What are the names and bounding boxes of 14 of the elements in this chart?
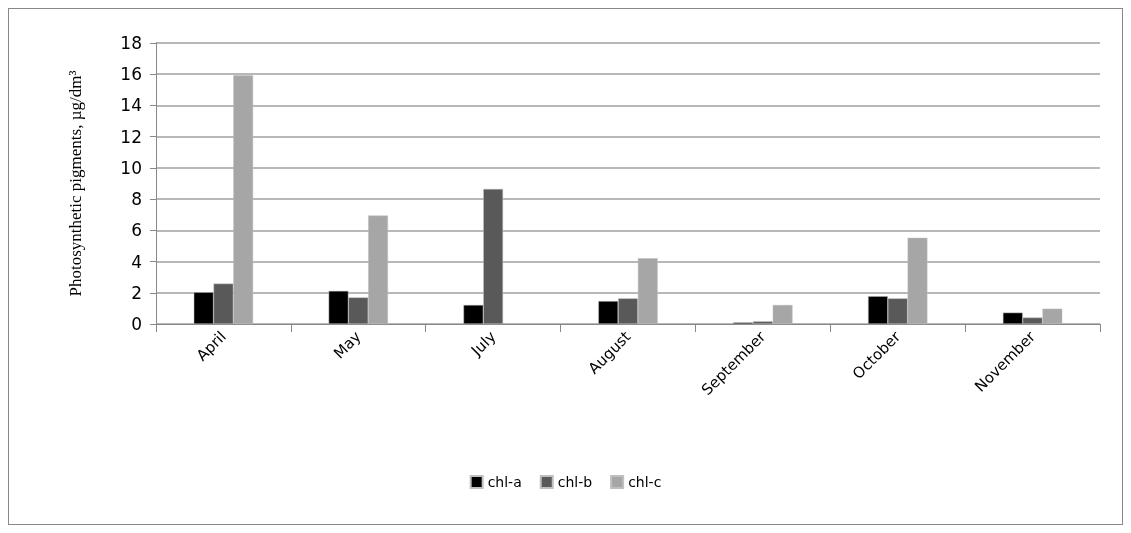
y-axis-title: Photosynthetic pigments, µg/dm³ (66, 70, 85, 297)
y-tick-label: 10 (120, 157, 142, 178)
y-tick-label: 0 (131, 314, 142, 334)
y-tick-label: 6 (131, 220, 142, 241)
legend-label: chl-b (557, 474, 593, 490)
y-tick-label: 16 (120, 64, 142, 85)
y-tick-label: 18 (120, 33, 142, 53)
y-tick-label: 14 (120, 95, 142, 116)
y-tick-label: 2 (131, 282, 142, 303)
y-tick-label: 12 (120, 126, 142, 147)
legend-label: chl-a (487, 474, 522, 490)
y-tick-label: 4 (131, 251, 142, 272)
y-tick-label: 8 (131, 189, 142, 210)
legend-label: chl-c (628, 474, 662, 490)
